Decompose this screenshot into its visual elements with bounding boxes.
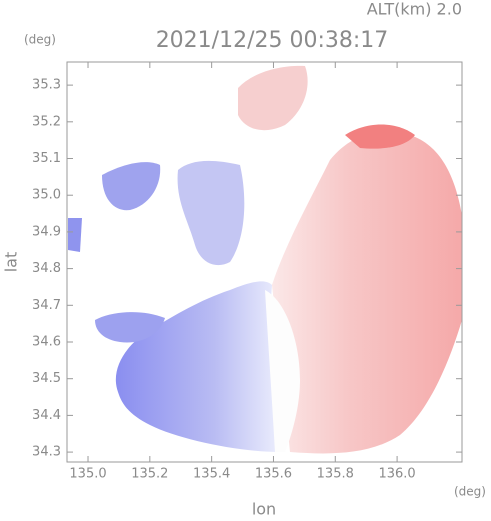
- y-tick-label: 34.9: [32, 224, 61, 239]
- blue-echo: [68, 218, 82, 252]
- altitude-label: ALT(km) 2.0: [367, 0, 462, 19]
- x-axis-label: lon: [252, 500, 276, 519]
- chart-title: 2021/12/25 00:38:17: [156, 28, 389, 53]
- y-tick-label: 35.0: [32, 188, 61, 203]
- y-tick-label: 35.1: [32, 151, 61, 166]
- x-tick-label: 135.0: [69, 467, 106, 482]
- blue-echo: [102, 162, 161, 211]
- y-tick-label: 34.7: [32, 298, 61, 313]
- y-tick-label: 35.2: [32, 114, 61, 129]
- x-tick-label: 135.8: [317, 467, 354, 482]
- x-tick-label: 136.0: [378, 467, 415, 482]
- red-echo: [272, 131, 462, 454]
- x-tick-label: 135.2: [131, 467, 168, 482]
- y-tick-label: 34.8: [32, 261, 61, 276]
- x-unit: (deg): [454, 485, 486, 499]
- white-gap: [265, 290, 300, 452]
- y-tick-label: 34.5: [32, 371, 61, 386]
- plot-frame: [66, 61, 463, 463]
- y-tick-label: 34.4: [32, 408, 61, 423]
- x-tick-label: 135.4: [193, 467, 230, 482]
- blue-echo: [177, 160, 245, 266]
- y-tick-label: 35.3: [32, 78, 61, 93]
- red-echo: [238, 65, 308, 131]
- red-echo: [345, 124, 415, 149]
- blue-echo: [95, 312, 165, 343]
- y-tick-label: 34.6: [32, 335, 61, 350]
- x-tick-label: 135.6: [255, 467, 292, 482]
- y-axis-label: lat: [2, 252, 21, 273]
- y-unit: (deg): [24, 33, 56, 47]
- blue-echo: [115, 281, 281, 452]
- y-tick-label: 34.3: [32, 445, 61, 460]
- radar-image: [68, 65, 462, 454]
